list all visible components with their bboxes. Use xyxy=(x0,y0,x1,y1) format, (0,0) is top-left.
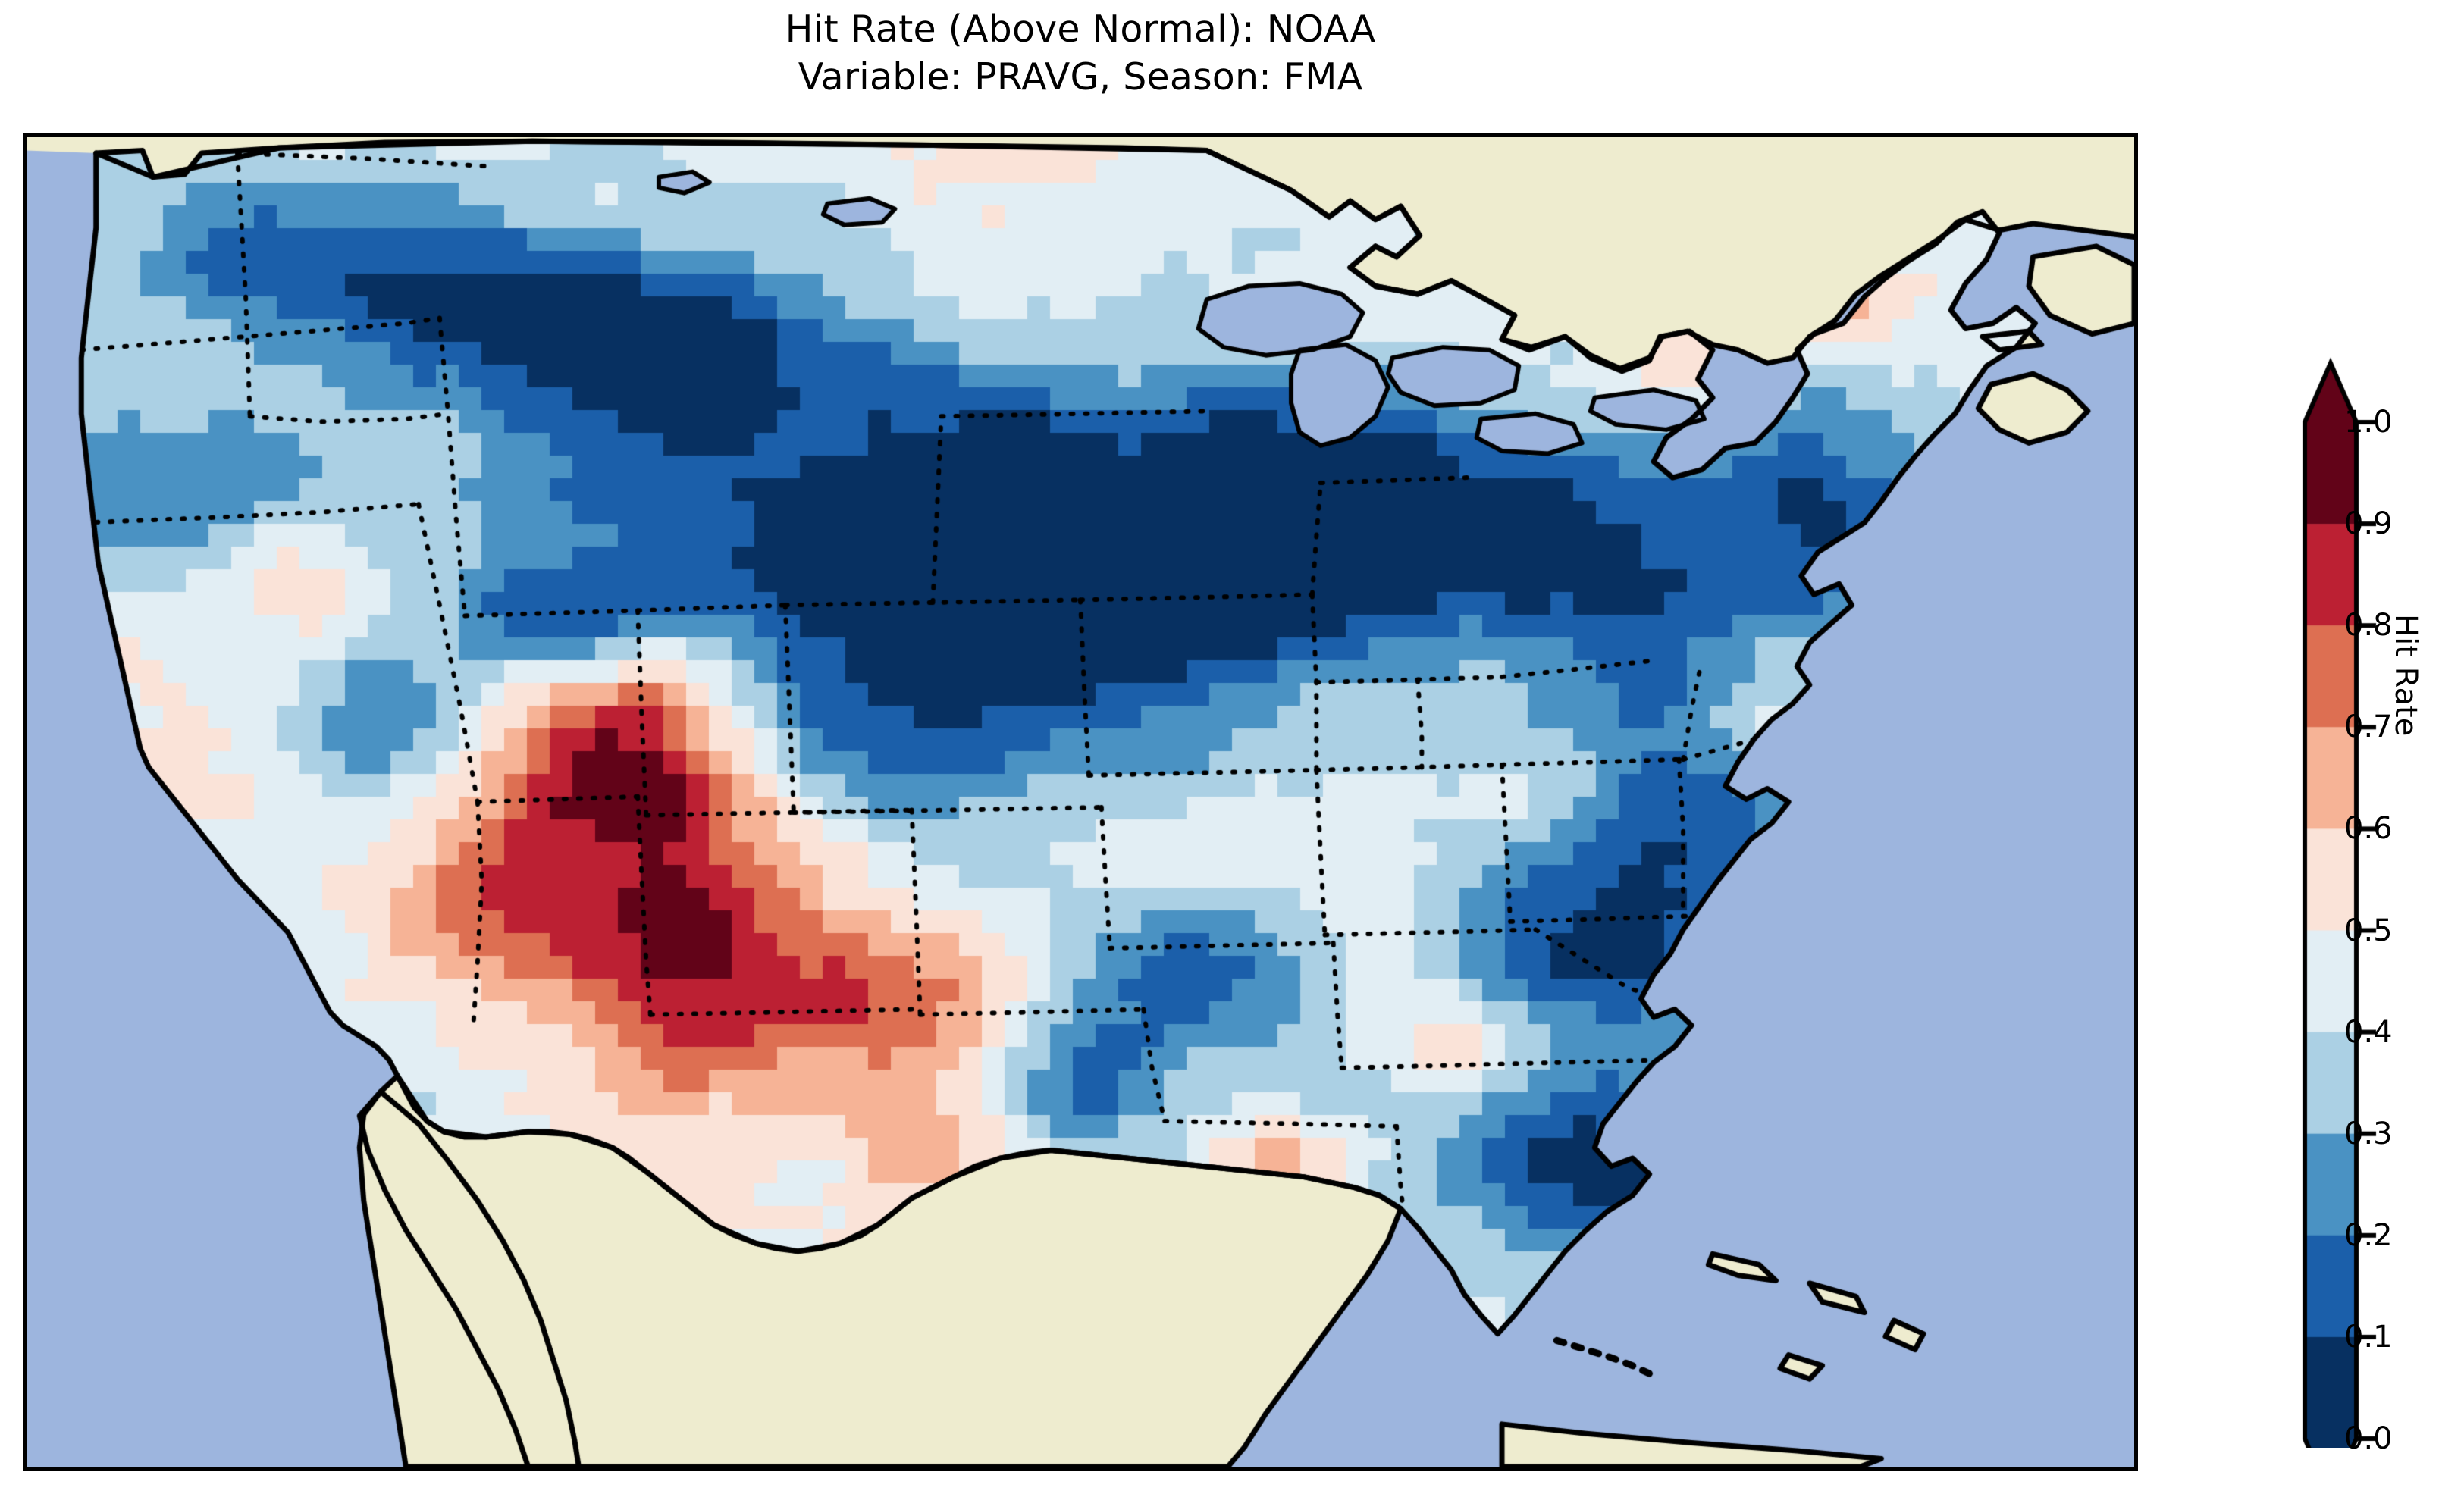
colorbar-tick-label: 0.9 xyxy=(2344,506,2393,542)
colorbar-tick-label: 0.8 xyxy=(2344,608,2393,644)
title-line-1: Hit Rate (Above Normal): NOAA xyxy=(785,8,1376,51)
map-plot-area xyxy=(23,133,2138,1471)
colorbar-tick-label: 0.3 xyxy=(2344,1116,2393,1151)
hit-rate-heatmap xyxy=(27,137,2134,1467)
colorbar-tick-label: 0.5 xyxy=(2344,913,2393,948)
colorbar-tick-label: 0.4 xyxy=(2344,1014,2393,1050)
colorbar-tick-label: 1.0 xyxy=(2344,405,2393,440)
colorbar-tick-label: 0.1 xyxy=(2344,1319,2393,1355)
colorbar-axis-label: Hit Rate xyxy=(2388,614,2423,737)
colorbar-tick-label: 0.7 xyxy=(2344,709,2393,745)
colorbar-gradient xyxy=(2274,129,2464,1448)
colorbar-tick-label: 0.0 xyxy=(2344,1421,2393,1456)
title-line-2: Variable: PRAVG, Season: FMA xyxy=(798,55,1363,99)
page-title: Hit Rate (Above Normal): NOAA Variable: … xyxy=(0,6,2161,101)
colorbar-tick-label: 0.6 xyxy=(2344,811,2393,847)
colorbar-tick-label: 0.2 xyxy=(2344,1217,2393,1253)
colorbar: 1.0 0.9 0.8 0.7 0.6 0.5 0.4 0.3 0.2 0.1 0.0 Hit Ra… xyxy=(2274,129,2464,1456)
